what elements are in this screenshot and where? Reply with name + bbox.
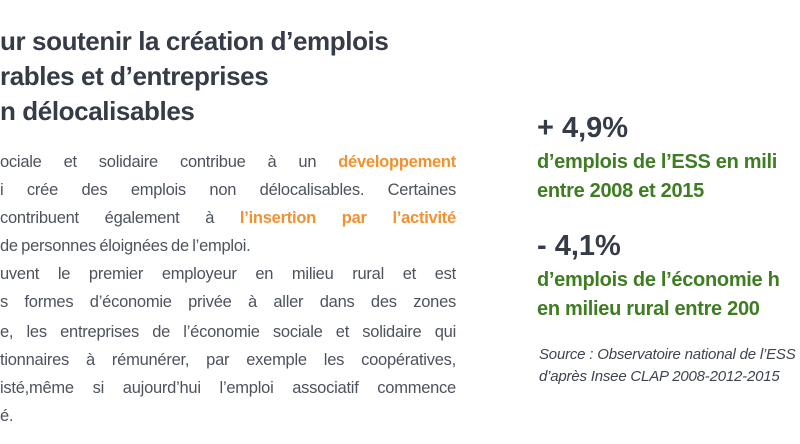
text-line: i crée des emplois non délocalisables. C… xyxy=(0,181,456,199)
second-paragraph: e, les entreprises de l’économie sociale… xyxy=(0,318,456,430)
text-line: ociale et solidaire contribue à un dével… xyxy=(0,148,456,176)
text-line: contribuent également à l’insertion par … xyxy=(0,204,456,232)
text-line: tionnaires à rémunérer, par exemple les … xyxy=(0,351,456,369)
stat-desc-line: en milieu rural entre 200 xyxy=(537,298,760,320)
heading-line-3: n délocalisables xyxy=(0,96,195,126)
source-line-2: d’après Insee CLAP 2008-2012-2015 xyxy=(539,368,780,385)
text-line: isté,même si aujourd’hui l’emploi associ… xyxy=(0,379,456,397)
heading-line-2: rables et d’entreprises xyxy=(0,61,269,91)
highlight-insertion: l’insertion par l’activité xyxy=(239,209,456,227)
stat-value: + 4,9% xyxy=(537,112,629,144)
stat-description: d’emplois de l’économie h en milieu rura… xyxy=(537,266,800,324)
intro-paragraph: ociale et solidaire contribue à un dével… xyxy=(0,148,456,316)
stat-description: d’emplois de l’ESS en mili entre 2008 et… xyxy=(537,148,800,206)
highlight-developpement: développement xyxy=(338,153,456,171)
stat-economy-decline: - 4,1% d’emplois de l’économie h en mili… xyxy=(537,228,800,324)
text-line: é. xyxy=(0,407,14,425)
text-segment: ociale et solidaire contribue à un xyxy=(0,153,339,171)
heading-line-1: ur soutenir la création d’emplois xyxy=(0,26,389,56)
source-line-1: Source : Observatoire national de l’ESS xyxy=(539,346,796,363)
stat-ess-growth: + 4,9% d’emplois de l’ESS en mili entre … xyxy=(537,110,800,206)
stat-value: - 4,1% xyxy=(537,230,621,262)
source-note: Source : Observatoire national de l’ESS … xyxy=(539,344,800,388)
text-line: s formes d’économie privée à aller dans … xyxy=(0,293,456,311)
text-line: e, les entreprises de l’économie sociale… xyxy=(0,323,456,341)
stat-desc-line: d’emplois de l’économie h xyxy=(537,269,780,291)
stat-desc-line: entre 2008 et 2015 xyxy=(537,180,704,202)
text-line: de personnes éloignées de l’emploi. xyxy=(0,237,251,255)
section-heading: ur soutenir la création d’emplois rables… xyxy=(0,24,480,129)
stat-desc-line: d’emplois de l’ESS en mili xyxy=(537,151,778,173)
text-line: uvent le premier employeur en milieu rur… xyxy=(0,265,456,283)
text-segment: contribuent également à xyxy=(0,209,240,227)
